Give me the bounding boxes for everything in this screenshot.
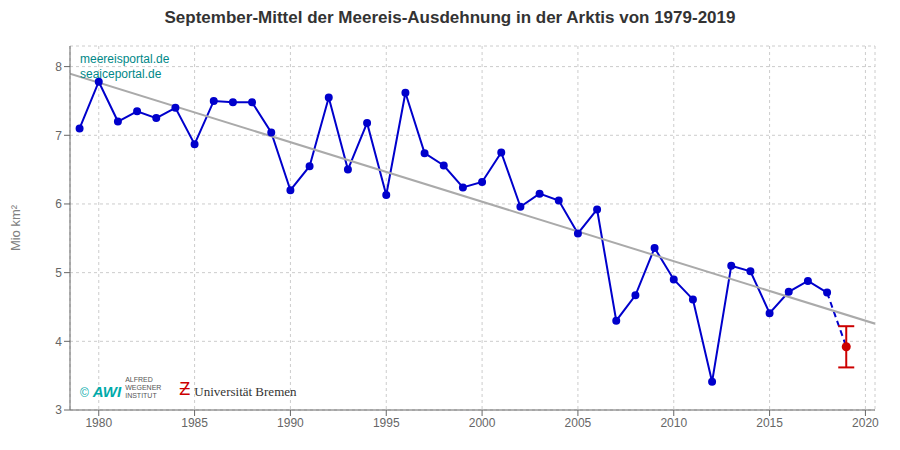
svg-text:3: 3 xyxy=(55,403,62,417)
svg-text:2010: 2010 xyxy=(660,416,687,430)
svg-text:2015: 2015 xyxy=(756,416,783,430)
html-text:seaiceportal.de: seaiceportal.de xyxy=(80,67,162,81)
html-text:September-Mittel der Meereis-A: September-Mittel der Meereis-Ausdehnung … xyxy=(164,8,736,27)
html-text:meereisportal.de: meereisportal.de xyxy=(80,52,170,66)
svg-text:1995: 1995 xyxy=(373,416,400,430)
svg-text:Mio km²: Mio km² xyxy=(8,204,23,251)
svg-text:8: 8 xyxy=(55,60,62,74)
svg-text:2020: 2020 xyxy=(852,416,879,430)
html-text:ALFRED WEGENER INSTITUT: ALFRED WEGENER INSTITUT xyxy=(125,376,162,399)
svg-text:7: 7 xyxy=(55,129,62,143)
svg-text:2005: 2005 xyxy=(565,416,592,430)
svg-text:6: 6 xyxy=(55,197,62,211)
svg-text:1990: 1990 xyxy=(277,416,304,430)
svg-text:5: 5 xyxy=(55,266,62,280)
svg-text:1980: 1980 xyxy=(85,416,112,430)
html-text:Ƶ Universität Bremen: Ƶ Universität Bremen xyxy=(179,379,297,399)
svg-text:2000: 2000 xyxy=(469,416,496,430)
svg-text:4: 4 xyxy=(55,335,62,349)
svg-text:1985: 1985 xyxy=(181,416,208,430)
html-text:© AWI: © AWI xyxy=(80,383,122,400)
